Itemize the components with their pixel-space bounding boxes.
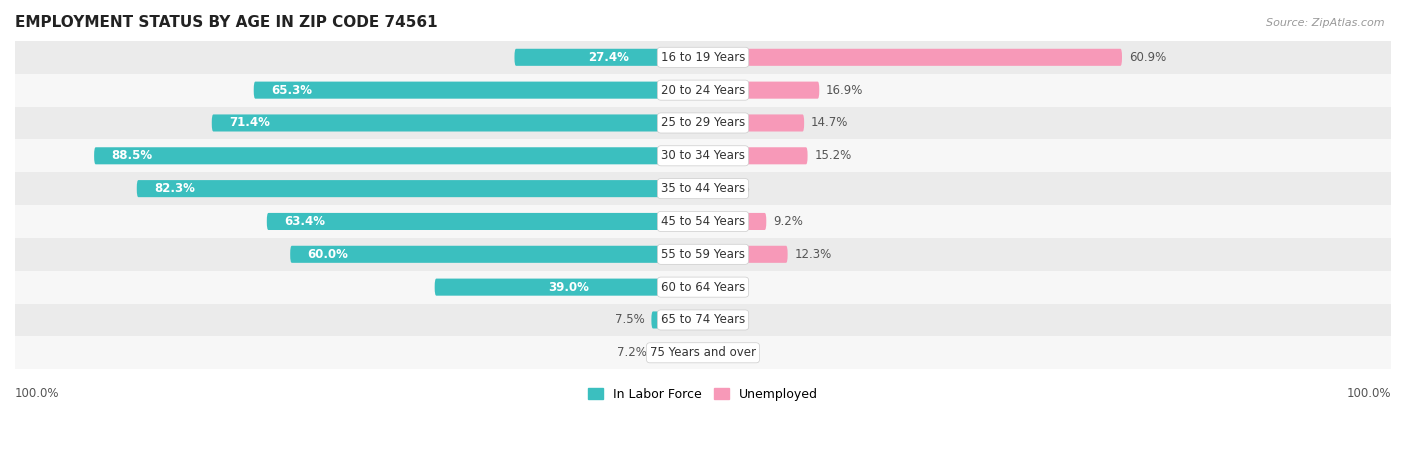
FancyBboxPatch shape bbox=[434, 279, 703, 296]
Text: 25 to 29 Years: 25 to 29 Years bbox=[661, 117, 745, 130]
Text: 71.4%: 71.4% bbox=[229, 117, 270, 130]
FancyBboxPatch shape bbox=[703, 114, 804, 131]
Text: 82.3%: 82.3% bbox=[155, 182, 195, 195]
Text: 100.0%: 100.0% bbox=[15, 387, 59, 400]
Text: 12.3%: 12.3% bbox=[794, 248, 832, 261]
FancyBboxPatch shape bbox=[515, 49, 703, 66]
Text: 45 to 54 Years: 45 to 54 Years bbox=[661, 215, 745, 228]
FancyBboxPatch shape bbox=[212, 114, 703, 131]
Legend: In Labor Force, Unemployed: In Labor Force, Unemployed bbox=[583, 382, 823, 405]
Text: 15.2%: 15.2% bbox=[814, 149, 852, 162]
FancyBboxPatch shape bbox=[94, 147, 703, 164]
Text: 60 to 64 Years: 60 to 64 Years bbox=[661, 281, 745, 294]
Text: 35 to 44 Years: 35 to 44 Years bbox=[661, 182, 745, 195]
Text: 75 Years and over: 75 Years and over bbox=[650, 346, 756, 359]
Text: 20 to 24 Years: 20 to 24 Years bbox=[661, 84, 745, 97]
Text: EMPLOYMENT STATUS BY AGE IN ZIP CODE 74561: EMPLOYMENT STATUS BY AGE IN ZIP CODE 745… bbox=[15, 15, 437, 30]
Bar bbox=[15, 41, 1391, 74]
Text: 30 to 34 Years: 30 to 34 Years bbox=[661, 149, 745, 162]
Bar bbox=[15, 205, 1391, 238]
Text: 60.9%: 60.9% bbox=[1129, 51, 1166, 64]
Bar bbox=[15, 271, 1391, 304]
Text: 60.0%: 60.0% bbox=[308, 248, 349, 261]
Text: 1.5%: 1.5% bbox=[720, 182, 749, 195]
FancyBboxPatch shape bbox=[267, 213, 703, 230]
Text: 9.2%: 9.2% bbox=[773, 215, 803, 228]
Bar bbox=[15, 172, 1391, 205]
FancyBboxPatch shape bbox=[703, 147, 807, 164]
FancyBboxPatch shape bbox=[654, 344, 703, 361]
FancyBboxPatch shape bbox=[703, 246, 787, 263]
Text: 0.0%: 0.0% bbox=[710, 346, 740, 359]
Bar bbox=[15, 304, 1391, 336]
FancyBboxPatch shape bbox=[290, 246, 703, 263]
FancyBboxPatch shape bbox=[703, 213, 766, 230]
FancyBboxPatch shape bbox=[651, 311, 703, 328]
Bar bbox=[15, 336, 1391, 369]
Text: 7.5%: 7.5% bbox=[614, 314, 644, 326]
Text: 63.4%: 63.4% bbox=[284, 215, 325, 228]
Text: 55 to 59 Years: 55 to 59 Years bbox=[661, 248, 745, 261]
Text: 0.0%: 0.0% bbox=[710, 281, 740, 294]
FancyBboxPatch shape bbox=[703, 180, 713, 197]
Text: 16.9%: 16.9% bbox=[827, 84, 863, 97]
Bar bbox=[15, 238, 1391, 271]
Text: 39.0%: 39.0% bbox=[548, 281, 589, 294]
Bar bbox=[15, 140, 1391, 172]
FancyBboxPatch shape bbox=[703, 49, 1122, 66]
Bar bbox=[15, 107, 1391, 140]
FancyBboxPatch shape bbox=[253, 81, 703, 99]
Text: 7.2%: 7.2% bbox=[617, 346, 647, 359]
Text: 27.4%: 27.4% bbox=[588, 51, 628, 64]
Text: 100.0%: 100.0% bbox=[1347, 387, 1391, 400]
Text: 16 to 19 Years: 16 to 19 Years bbox=[661, 51, 745, 64]
Bar bbox=[15, 74, 1391, 107]
Text: 88.5%: 88.5% bbox=[111, 149, 152, 162]
FancyBboxPatch shape bbox=[136, 180, 703, 197]
Text: 0.0%: 0.0% bbox=[710, 314, 740, 326]
Text: 65 to 74 Years: 65 to 74 Years bbox=[661, 314, 745, 326]
Text: 14.7%: 14.7% bbox=[811, 117, 848, 130]
Text: 65.3%: 65.3% bbox=[271, 84, 312, 97]
FancyBboxPatch shape bbox=[703, 81, 820, 99]
Text: Source: ZipAtlas.com: Source: ZipAtlas.com bbox=[1267, 18, 1385, 28]
